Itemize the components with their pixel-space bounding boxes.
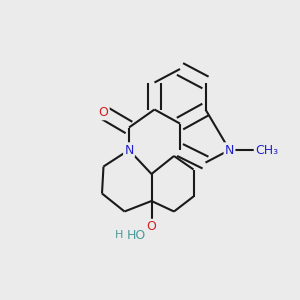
Text: N: N bbox=[124, 143, 134, 157]
Text: N: N bbox=[225, 143, 234, 157]
Text: O: O bbox=[99, 106, 108, 119]
Text: CH₃: CH₃ bbox=[255, 143, 278, 157]
Text: H: H bbox=[115, 230, 123, 240]
Text: O: O bbox=[147, 220, 156, 233]
Text: HO: HO bbox=[127, 229, 146, 242]
